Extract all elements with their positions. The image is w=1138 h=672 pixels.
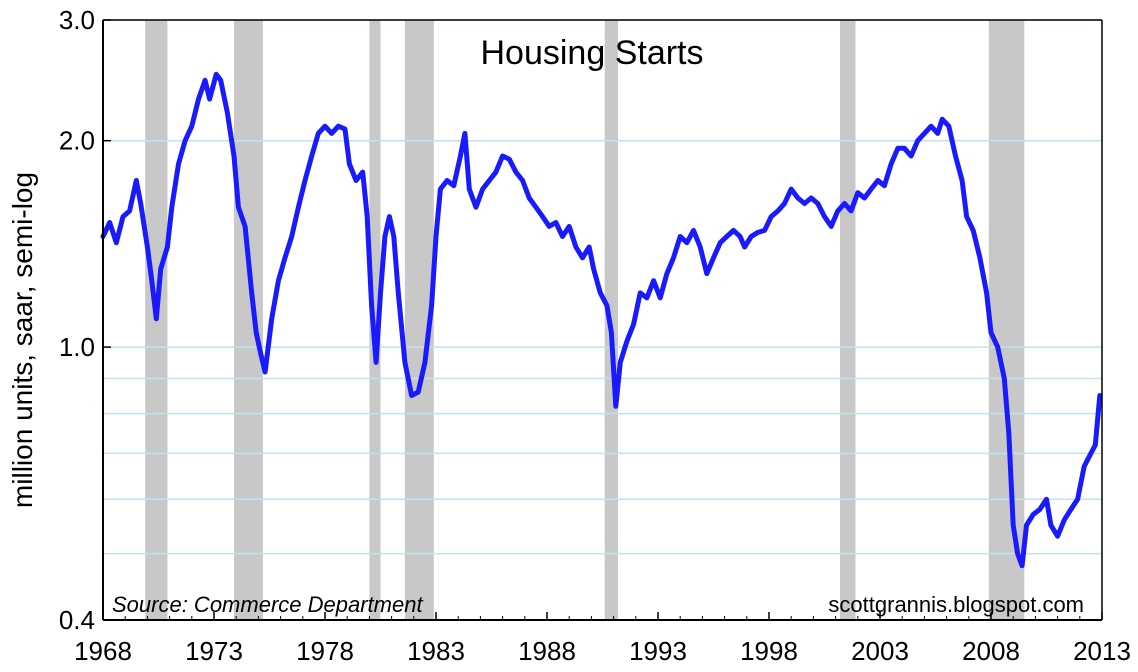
credit-note: scottgrannis.blogspot.com [828, 592, 1084, 617]
x-tick-label-1993: 1993 [629, 636, 687, 666]
x-tick-label-1998: 1998 [740, 636, 798, 666]
recession-band-6 [840, 20, 856, 620]
y-tick-label-3-0: 3.0 [59, 5, 95, 35]
x-tick-label-1983: 1983 [407, 636, 465, 666]
x-tick-label-2003: 2003 [851, 636, 909, 666]
y-tick-label-1-0: 1.0 [59, 332, 95, 362]
y-tick-label-0-4: 0.4 [59, 605, 95, 635]
y-tick-label-2-0: 2.0 [59, 126, 95, 156]
x-tick-label-1968: 1968 [74, 636, 132, 666]
recession-band-2 [234, 20, 263, 620]
chart-title: Housing Starts [481, 34, 704, 72]
axis-layer [102, 19, 1103, 621]
x-tick-label-1988: 1988 [518, 636, 576, 666]
series-line-1 [100, 71, 1103, 569]
source-note: Source: Commerce Department [112, 592, 423, 617]
x-tick-label-1973: 1973 [185, 636, 243, 666]
y-axis-title: million units, saar, semi-log [7, 172, 38, 508]
recession-band-7 [988, 20, 1025, 620]
series-layer [100, 71, 1103, 569]
x-tick-label-2013: 2013 [1073, 636, 1131, 666]
recession-shading-layer [145, 20, 1025, 620]
tick-label-layer: 1968 1973 1978 1983 1988 1993 1998 2003 2008 2013… [59, 5, 1131, 666]
x-tick-label-2008: 2008 [962, 636, 1020, 666]
x-tick-label-1978: 1978 [296, 636, 354, 666]
